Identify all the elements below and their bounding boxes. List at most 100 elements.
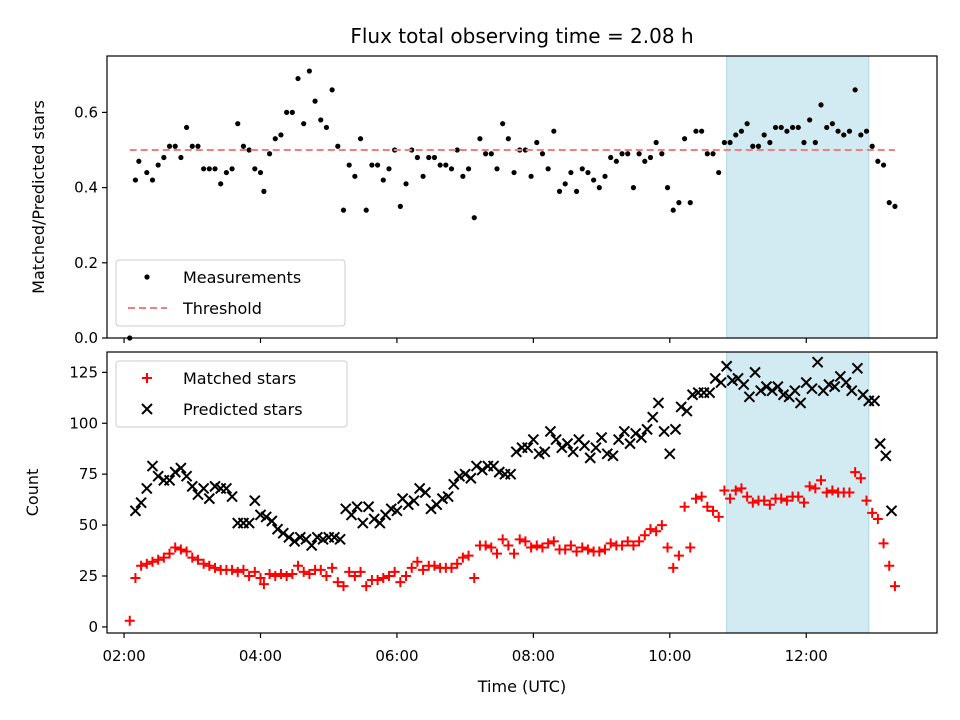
- data-point: [539, 151, 546, 157]
- data-point: [794, 397, 807, 409]
- data-point: [266, 515, 278, 527]
- data-point: [264, 568, 275, 579]
- data-point: [778, 124, 784, 131]
- legend-label: Matched stars: [183, 369, 296, 388]
- data-point: [880, 450, 892, 462]
- data-point: [210, 562, 221, 573]
- data-point: [629, 427, 642, 440]
- data-point: [656, 520, 667, 531]
- data-point: [634, 536, 645, 547]
- data-point: [878, 538, 889, 549]
- data-point: [624, 437, 636, 450]
- data-point: [647, 411, 659, 423]
- data-point: [130, 573, 141, 584]
- data-point: [573, 188, 580, 194]
- data-point: [437, 162, 443, 168]
- data-point: [420, 173, 426, 179]
- data-point: [880, 162, 887, 168]
- data-point: [590, 441, 602, 454]
- highlight-span: [726, 55, 870, 339]
- data-point: [642, 158, 648, 164]
- data-point: [548, 536, 559, 547]
- data-point: [527, 433, 540, 446]
- data-point: [153, 554, 164, 565]
- data-point: [132, 177, 139, 183]
- data-point: [124, 615, 135, 626]
- data-point: [226, 490, 238, 503]
- data-point: [595, 431, 608, 444]
- legend-label: Predicted stars: [183, 400, 303, 419]
- data-point: [252, 166, 258, 172]
- x-tick-label: 06:00: [375, 647, 418, 665]
- data-point: [204, 560, 215, 571]
- data-point: [510, 446, 523, 458]
- data-point: [710, 151, 716, 157]
- data-point: [418, 564, 429, 575]
- data-point: [329, 87, 335, 93]
- y-tick-label: 0.6: [74, 103, 98, 121]
- data-point: [192, 554, 203, 565]
- data-point: [504, 468, 517, 480]
- data-point: [685, 542, 696, 553]
- axes-frame: [106, 351, 938, 634]
- legend-box: [115, 360, 348, 428]
- data-point: [270, 570, 281, 581]
- data-point: [647, 154, 654, 161]
- data-point: [659, 151, 665, 157]
- data-point: [798, 497, 809, 508]
- y-tick-label: 25: [79, 567, 98, 585]
- data-point: [863, 128, 870, 134]
- data-point: [514, 534, 525, 545]
- data-point: [395, 577, 406, 588]
- data-point: [386, 166, 392, 172]
- data-point: [272, 136, 278, 142]
- data-point: [166, 143, 173, 149]
- data-point: [550, 433, 562, 446]
- data-point: [315, 564, 326, 575]
- data-point: [135, 496, 147, 509]
- data-point: [459, 468, 471, 480]
- data-point: [696, 491, 707, 502]
- data-point: [289, 109, 295, 115]
- data-point: [725, 493, 736, 504]
- data-point: [486, 542, 497, 553]
- data-point: [544, 425, 557, 438]
- data-point: [719, 485, 730, 496]
- data-point: [749, 366, 761, 379]
- data-point: [844, 487, 855, 498]
- legend-label: Threshold: [182, 299, 262, 318]
- data-point: [585, 169, 591, 176]
- data-point: [738, 128, 745, 134]
- data-point: [129, 505, 142, 517]
- legend-label: Measurements: [183, 268, 301, 287]
- data-point: [693, 128, 699, 134]
- data-point: [846, 128, 853, 134]
- data-point: [509, 548, 520, 559]
- data-point: [232, 566, 243, 577]
- data-point: [738, 378, 750, 391]
- data-point: [363, 207, 369, 213]
- data-point: [600, 544, 610, 555]
- data-point: [155, 162, 161, 168]
- data-point: [806, 382, 818, 395]
- data-point: [402, 499, 415, 511]
- data-point: [271, 523, 284, 535]
- data-point: [497, 534, 508, 545]
- data-point: [668, 562, 679, 573]
- data-point: [305, 539, 318, 552]
- data-point: [161, 154, 167, 161]
- data-point: [828, 380, 841, 393]
- data-point: [227, 564, 238, 575]
- data-point: [206, 166, 212, 172]
- data-point: [257, 169, 264, 176]
- data-point: [471, 215, 477, 221]
- data-point: [301, 121, 307, 127]
- data-point: [789, 384, 801, 397]
- data-point: [861, 495, 872, 506]
- data-point: [653, 139, 659, 146]
- data-point: [556, 441, 568, 454]
- data-point: [183, 124, 190, 131]
- data-point: [491, 548, 502, 559]
